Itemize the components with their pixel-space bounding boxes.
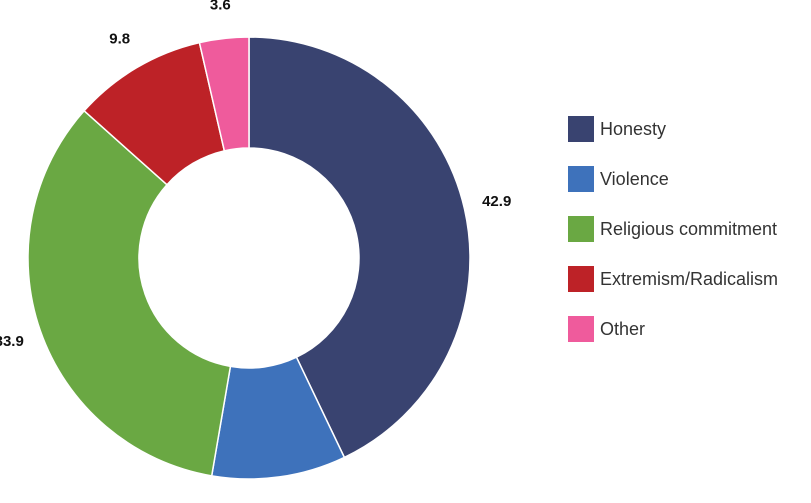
donut-slice-other bbox=[198, 36, 250, 152]
legend-item-religious-commitment: Religious commitment bbox=[568, 204, 778, 254]
legend-label-violence: Violence bbox=[600, 168, 669, 189]
data-label-other: 3.6 bbox=[210, 0, 231, 14]
legend-label-extremism-radicalism: Extremism/Radicalism bbox=[600, 268, 779, 289]
legend-item-violence: Violence bbox=[568, 154, 778, 204]
legend-swatch-religious-commitment bbox=[568, 216, 594, 242]
legend-item-extremism-radicalism: Extremism/Radicalism bbox=[568, 254, 778, 304]
donut-slice-religious-commitment bbox=[27, 109, 232, 477]
legend-label-honesty: Honesty bbox=[600, 118, 667, 139]
legend-label-other: Other bbox=[600, 318, 646, 339]
donut-chart-svg: 42.9 9.8 33.9 9.8 3.6 bbox=[0, 0, 511, 503]
legend-item-honesty: Honesty bbox=[568, 104, 778, 154]
legend-item-other: Other bbox=[568, 304, 778, 354]
data-label-honesty: 42.9 bbox=[482, 193, 511, 210]
legend-swatch-extremism-radicalism bbox=[568, 266, 594, 292]
donut-slice-honesty bbox=[248, 36, 471, 459]
legend-swatch-violence bbox=[568, 166, 594, 192]
legend-swatch-honesty bbox=[568, 116, 594, 142]
data-label-religious-commitment: 33.9 bbox=[0, 333, 24, 350]
legend-label-religious-commitment: Religious commitment bbox=[600, 218, 778, 239]
data-label-violence: 9.8 bbox=[274, 501, 295, 503]
chart-legend: Honesty Violence Religious commitment Ex… bbox=[568, 104, 778, 354]
data-label-extremism-radicalism: 9.8 bbox=[109, 30, 130, 47]
legend-swatch-other bbox=[568, 316, 594, 342]
